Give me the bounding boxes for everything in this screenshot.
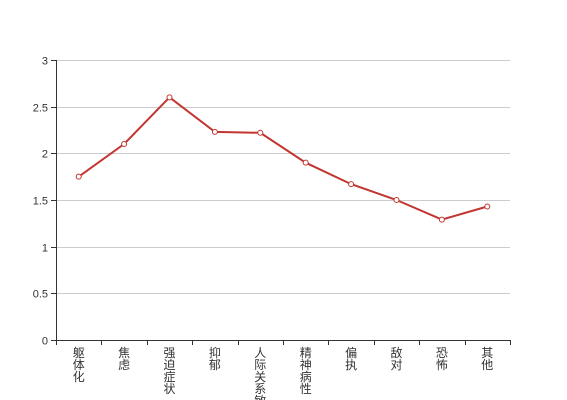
y-tick-label-3: 1.5 (33, 196, 48, 208)
y-tick-label-0: 0 (42, 336, 48, 348)
data-point-2 (166, 94, 173, 101)
data-point-6 (348, 181, 355, 188)
y-tick-label-2: 1 (42, 243, 48, 255)
series (75, 94, 491, 223)
x-tick-label-0: 躯体化 (73, 345, 85, 384)
x-tick-label-1: 焦虑 (118, 346, 130, 372)
data-point-0 (75, 173, 82, 180)
y-tick-label-6: 3 (42, 56, 48, 68)
x-tick-label-3: 抑郁 (209, 345, 221, 372)
data-point-5 (302, 159, 309, 166)
y-axis-ticks: 0 0.5 1 1.5 2 2.5 3 (33, 56, 56, 348)
x-tick-label-9: 其他 (481, 346, 493, 372)
x-tick-label-4: 人际关系敏感 (254, 346, 266, 400)
x-axis-ticks: 躯体化 焦虑 强迫症状 抑郁 人际关系敏感 精神病性 偏执 敌对 恐怖 其他 (56, 340, 511, 400)
y-tick-label-4: 2 (42, 149, 48, 161)
data-point-9 (484, 203, 491, 210)
x-tick-label-2: 强迫症状 (163, 346, 175, 396)
data-point-4 (257, 129, 264, 136)
data-point-7 (393, 197, 400, 203)
data-point-1 (121, 141, 128, 147)
x-tick-label-6: 偏执 (345, 345, 357, 372)
data-point-8 (438, 216, 445, 223)
data-point-3 (211, 128, 218, 135)
grid-lines (56, 60, 510, 294)
series-line-0 (78, 95, 488, 221)
x-tick-label-5: 精神病性 (300, 346, 312, 396)
x-tick-label-8: 恐怖 (436, 346, 448, 372)
y-tick-label-5: 2.5 (33, 103, 48, 115)
x-tick-label-7: 敌对 (390, 345, 402, 372)
y-tick-label-1: 0.5 (33, 289, 48, 301)
